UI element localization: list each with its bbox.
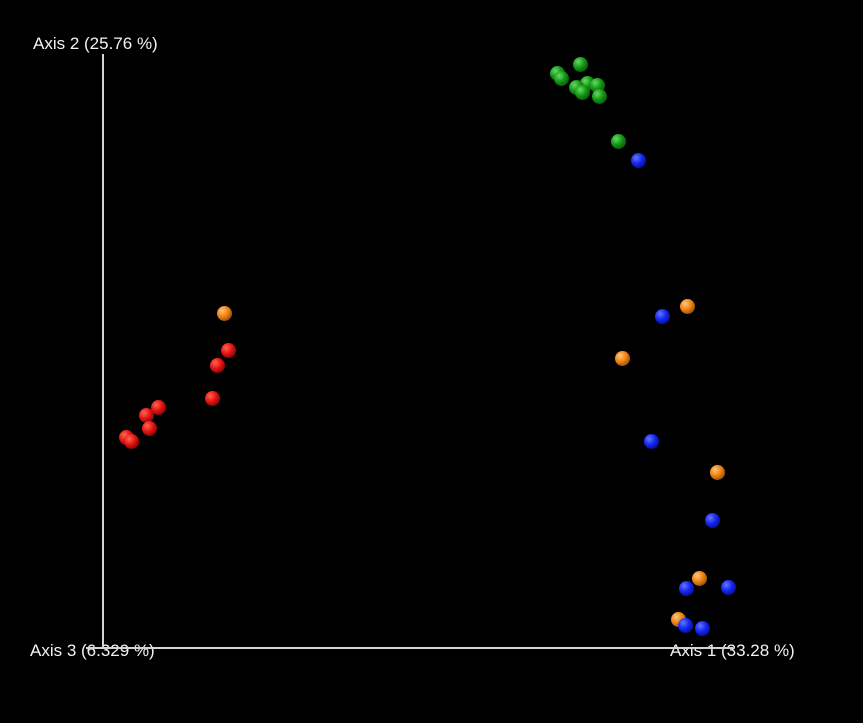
data-point-red[interactable] — [220, 342, 236, 358]
data-point-red[interactable] — [123, 433, 139, 449]
data-point-orange[interactable] — [691, 570, 707, 586]
data-point-blue[interactable] — [643, 433, 659, 449]
data-point-red[interactable] — [138, 407, 154, 423]
axis-1-label: Axis 1 (33.28 %) — [670, 641, 795, 660]
data-point-green[interactable] — [610, 133, 626, 149]
data-point-green[interactable] — [553, 70, 569, 86]
data-point-blue[interactable] — [654, 308, 670, 324]
data-point-green[interactable] — [572, 56, 588, 72]
data-point-orange[interactable] — [709, 464, 725, 480]
data-point-red[interactable] — [209, 357, 225, 373]
data-point-green[interactable] — [574, 84, 590, 100]
data-point-blue[interactable] — [678, 580, 694, 596]
data-point-blue[interactable] — [720, 579, 736, 595]
axis-1-axis-3-line — [86, 647, 733, 649]
axis-2-label: Axis 2 (25.76 %) — [33, 34, 158, 53]
data-point-blue[interactable] — [704, 512, 720, 528]
data-point-blue[interactable] — [694, 620, 710, 636]
axis-3-label: Axis 3 (6.329 %) — [30, 641, 155, 660]
data-point-blue[interactable] — [677, 617, 693, 633]
data-point-green[interactable] — [591, 88, 607, 104]
data-point-red[interactable] — [150, 399, 166, 415]
data-point-red[interactable] — [141, 420, 157, 436]
data-point-orange[interactable] — [679, 298, 695, 314]
axis-2-line — [102, 54, 104, 648]
data-point-red[interactable] — [204, 390, 220, 406]
data-point-orange[interactable] — [614, 350, 630, 366]
data-point-orange[interactable] — [216, 305, 232, 321]
data-point-blue[interactable] — [630, 152, 646, 168]
